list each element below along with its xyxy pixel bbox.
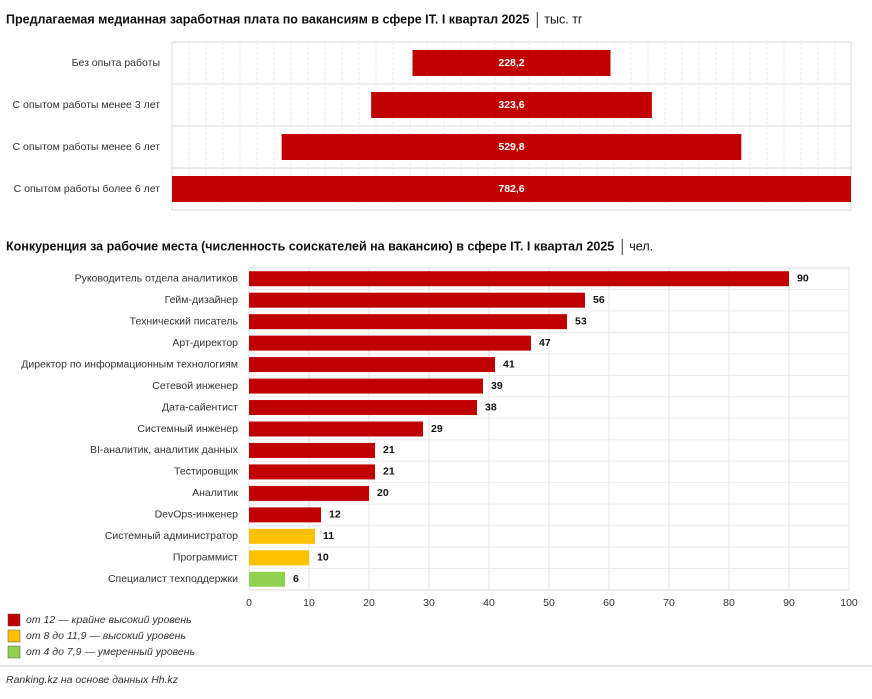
y-tick-label: Директор по информационным технологиям (21, 358, 238, 370)
value-label: 47 (539, 337, 551, 349)
value-label: 782,6 (498, 183, 524, 195)
bar (249, 271, 789, 287)
y-tick-label: Сетевой инженер (152, 380, 238, 392)
y-tick-label: BI-аналитик, аналитик данных (90, 444, 239, 456)
y-tick-label: Системный инженер (137, 423, 238, 435)
bar (249, 571, 285, 587)
legend-label: от 4 до 7,9 — умеренный уровень (26, 646, 195, 658)
y-tick-label: Руководитель отдела аналитиков (75, 273, 239, 285)
legend-label: от 12 — крайне высокий уровень (26, 614, 192, 626)
bar (249, 528, 315, 544)
value-label: 10 (317, 552, 329, 564)
bar (281, 134, 742, 160)
value-label: 29 (431, 423, 443, 435)
y-tick-label: С опытом работы менее 6 лет (13, 141, 161, 153)
value-label: 529,8 (498, 141, 524, 153)
value-label: 11 (323, 530, 334, 542)
value-label: 6 (293, 573, 299, 585)
x-tick-label: 50 (543, 597, 555, 609)
x-tick-label: 20 (363, 597, 375, 609)
legend-swatch (7, 645, 21, 659)
bar (249, 421, 423, 437)
y-tick-label: С опытом работы менее 3 лет (13, 99, 161, 111)
legend-swatch (7, 613, 21, 627)
y-tick-label: С опытом работы более 6 лет (14, 183, 161, 195)
y-tick-label: Программист (173, 552, 238, 564)
bar (249, 378, 483, 394)
y-tick-label: DevOps-инженер (155, 509, 239, 521)
bar (249, 357, 495, 373)
bar (249, 550, 309, 566)
value-label: 56 (593, 294, 605, 306)
x-tick-label: 40 (483, 597, 495, 609)
y-tick-label: Тестировщик (174, 466, 238, 478)
bar (249, 507, 321, 523)
chart-title: Конкуренция за рабочие места (численност… (6, 239, 614, 253)
source: Ranking.kz на основе данных Hh.kz (6, 674, 179, 686)
y-tick-label: Без опыта работы (72, 57, 160, 69)
value-label: 39 (491, 380, 503, 392)
bar (249, 464, 375, 480)
x-tick-label: 70 (663, 597, 675, 609)
x-tick-label: 90 (783, 597, 795, 609)
bar (249, 314, 567, 330)
value-label: 20 (377, 487, 389, 499)
value-label: 38 (485, 401, 497, 413)
value-label: 12 (329, 509, 341, 521)
chart-unit: чел. (629, 239, 653, 253)
value-label: 90 (797, 273, 809, 285)
value-label: 41 (503, 358, 515, 370)
y-tick-label: Аналитик (192, 487, 238, 499)
value-label: 21 (383, 466, 395, 478)
x-tick-label: 0 (246, 597, 252, 609)
chart-title: Предлагаемая медианная заработная плата … (6, 12, 529, 26)
y-tick-label: Технический писатель (130, 315, 239, 327)
legend-swatch (7, 629, 21, 643)
x-tick-label: 60 (603, 597, 615, 609)
value-label: 21 (383, 444, 395, 456)
y-tick-label: Специалист техподдержки (108, 573, 238, 585)
y-tick-label: Системный администратор (105, 530, 238, 542)
y-tick-label: Гейм-дизайнер (165, 294, 239, 306)
value-label: 323,6 (498, 99, 524, 111)
x-tick-label: 100 (840, 597, 858, 609)
bar (249, 400, 477, 416)
bar (249, 485, 369, 501)
value-label: 228,2 (498, 57, 524, 69)
bar (249, 335, 531, 351)
bar (412, 50, 611, 76)
bar (249, 292, 585, 308)
bar (249, 442, 375, 458)
legend-label: от 8 до 11,9 — высокий уровень (26, 630, 186, 642)
y-tick-label: Арт-директор (172, 337, 238, 349)
x-tick-label: 80 (723, 597, 735, 609)
chart-unit: тыс. тг (544, 12, 583, 26)
bar (172, 176, 851, 202)
x-tick-label: 30 (423, 597, 435, 609)
value-label: 53 (575, 315, 587, 327)
bar (371, 92, 652, 118)
y-tick-label: Дата-сайентист (162, 401, 238, 413)
x-tick-label: 10 (303, 597, 315, 609)
